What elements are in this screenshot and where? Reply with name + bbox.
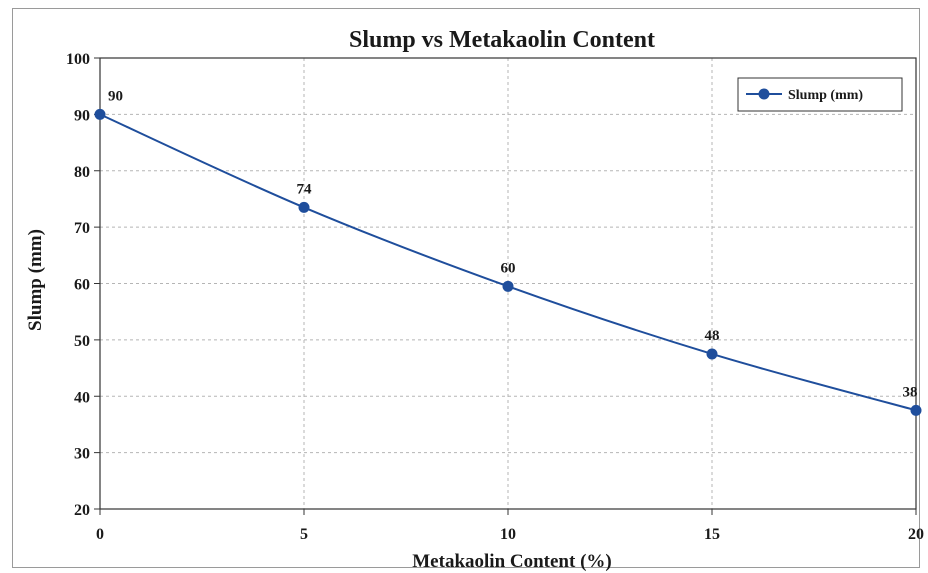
x-axis-label: Metakaolin Content (%)	[412, 551, 611, 572]
data-label: 74	[297, 181, 313, 197]
x-tick-label: 20	[908, 526, 924, 543]
data-point	[706, 348, 718, 360]
data-label: 48	[705, 328, 720, 344]
series-layer: 90 74 60 48 38	[94, 88, 922, 416]
x-tick-label: 0	[96, 526, 104, 543]
data-label: 38	[903, 384, 918, 400]
y-tick-label: 70	[74, 220, 90, 237]
x-tick-label: 10	[500, 526, 516, 543]
y-tick-label: 30	[74, 446, 90, 463]
y-tick-label: 50	[74, 333, 90, 350]
y-tick-label: 40	[74, 389, 90, 406]
y-tick-label: 60	[74, 277, 90, 294]
x-tick-label: 15	[704, 526, 720, 543]
data-point	[502, 280, 514, 292]
y-axis-ticks: 20 30 40 50 60 70 80 90 100	[66, 51, 100, 519]
y-axis-label: Slump (mm)	[25, 229, 46, 331]
x-tick-label: 5	[300, 526, 308, 543]
data-point	[910, 404, 922, 416]
data-label: 90	[108, 88, 123, 104]
chart-title: Slump vs Metakaolin Content	[349, 27, 655, 53]
data-point	[94, 108, 106, 120]
y-tick-label: 90	[74, 107, 90, 124]
data-point	[298, 201, 310, 213]
legend-label: Slump (mm)	[788, 88, 863, 103]
data-label: 60	[501, 260, 516, 276]
legend: Slump (mm)	[737, 77, 903, 112]
x-axis-ticks: 0 5 10 15 20	[96, 509, 924, 543]
y-tick-label: 100	[66, 51, 90, 68]
y-tick-label: 80	[74, 164, 90, 181]
legend-marker	[758, 88, 770, 100]
y-tick-label: 20	[74, 502, 90, 519]
